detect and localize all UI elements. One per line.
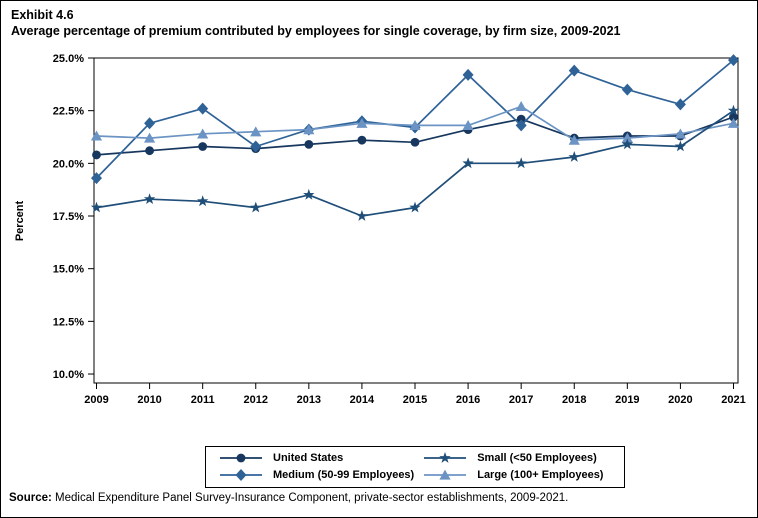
triangle-data-point-marker [439, 469, 451, 480]
circle-data-point-marker [304, 139, 314, 149]
y-axis-tick-label: 12.5% [53, 316, 84, 328]
y-axis-tick-label: 15.0% [53, 264, 84, 276]
triangle-data-point-marker [303, 124, 315, 135]
triangle-data-point-marker [250, 126, 262, 137]
line-chart: 10.0% 12.5% 15.0% 17.5% 20.0% 22.5% 25.0% 2009 2… [14, 53, 746, 406]
triangle-data-point-marker [568, 134, 580, 145]
legend-label: Medium (50-99 Employees) [273, 469, 415, 481]
diamond-data-point-marker [462, 68, 474, 81]
star-data-point-marker [197, 195, 209, 207]
star-data-point-marker [568, 151, 580, 162]
chart-title: Average percentage of premium contribute… [11, 24, 621, 38]
x-axis-tick-label: 2019 [615, 394, 639, 406]
y-axis-tick-label: 17.5% [53, 211, 84, 223]
x-axis-tick-label: 2013 [297, 394, 321, 406]
circle-data-point-marker [92, 150, 101, 160]
plot-frame [93, 57, 739, 384]
star-data-point-marker [674, 140, 687, 152]
triangle-data-point-marker [197, 128, 209, 139]
exhibit-label: Exhibit 4.6 [11, 8, 74, 22]
star-data-point-marker [727, 104, 740, 116]
star-data-point-marker [515, 157, 527, 169]
diamond-data-point-marker [728, 54, 739, 67]
star-data-point-marker [90, 201, 103, 213]
triangle-data-point-marker [90, 130, 103, 141]
triangle-marker-icon [424, 469, 467, 480]
legend-label: Large (100+ Employees) [477, 469, 604, 481]
circle-data-point-marker [729, 112, 738, 122]
legend: United States Small (<50 Employees) Medi… [205, 446, 625, 488]
star-data-point-marker [143, 193, 156, 204]
diamond-data-point-marker [621, 83, 633, 96]
circle-data-point-marker [357, 135, 367, 145]
y-axis-title: Percent [14, 200, 26, 241]
star-data-point-marker [462, 157, 474, 169]
series-diamond [91, 54, 739, 185]
triangle-data-point-marker [409, 120, 421, 131]
diamond-data-point-marker [515, 119, 527, 132]
triangle-data-point-marker [621, 132, 633, 143]
diamond-data-point-marker [568, 64, 580, 77]
legend-item-medium: Medium (50-99 Employees) [218, 467, 414, 483]
x-axis-tick-label: 2015 [403, 394, 427, 406]
circle-data-point-marker [198, 142, 208, 151]
y-axis-tick-label: 25.0% [53, 53, 84, 65]
x-axis-tick-label: 2014 [350, 394, 375, 406]
circle-data-point-marker [236, 453, 246, 463]
x-axis-tick-label: 2018 [562, 394, 586, 406]
triangle-data-point-marker [356, 117, 368, 128]
legend-item-united-states: United States [218, 450, 414, 466]
circle-data-point-marker [145, 146, 154, 156]
source-label: Source: [9, 492, 52, 504]
triangle-data-point-marker [462, 120, 474, 131]
x-axis-tick-label: 2017 [509, 394, 533, 406]
star-data-point-marker [250, 201, 262, 213]
x-axis-tick-label: 2010 [137, 394, 161, 406]
source-note: Source: Medical Expenditure Panel Survey… [9, 492, 568, 504]
series-star [90, 104, 740, 221]
series-triangle [90, 101, 740, 145]
triangle-data-point-marker [727, 117, 740, 128]
circle-data-point-marker [410, 137, 420, 147]
legend-label: Small (<50 Employees) [477, 452, 597, 464]
triangle-data-point-marker [515, 101, 527, 112]
legend-item-small: Small (<50 Employees) [422, 450, 614, 466]
source-text: Medical Expenditure Panel Survey-Insuran… [51, 492, 569, 504]
star-data-point-marker [356, 210, 368, 221]
circle-marker-icon [220, 453, 262, 463]
circle-data-point-marker [516, 114, 526, 124]
title-block: Exhibit 4.6 Average percentage of premiu… [11, 7, 620, 39]
diamond-data-point-marker [235, 469, 247, 481]
series-circle [92, 112, 738, 160]
star-marker-icon [424, 452, 467, 463]
star-data-point-marker [303, 188, 315, 200]
diamond-data-point-marker [144, 117, 156, 130]
diamond-data-point-marker [674, 98, 686, 111]
diamond-data-point-marker [91, 172, 102, 185]
triangle-data-point-marker [143, 132, 156, 143]
legend-label: United States [273, 452, 344, 464]
x-axis-tick-label: 2020 [668, 394, 692, 406]
x-axis-tick-label: 2021 [721, 394, 745, 406]
triangle-data-point-marker [674, 128, 687, 139]
diamond-marker-icon [220, 469, 262, 481]
y-axis-tick-label: 20.0% [53, 158, 84, 170]
series-line [95, 59, 735, 179]
x-axis-tick-label: 2012 [244, 394, 268, 406]
y-axis-tick-label: 22.5% [53, 106, 84, 118]
star-data-point-marker [409, 201, 421, 213]
x-axis-tick-label: 2016 [456, 394, 480, 406]
star-data-point-marker [439, 452, 451, 463]
x-axis-tick-label: 2011 [191, 394, 215, 406]
diamond-data-point-marker [250, 140, 262, 153]
legend-item-large: Large (100+ Employees) [422, 467, 614, 483]
star-data-point-marker [621, 138, 633, 150]
y-axis-tick-label: 10.0% [53, 369, 84, 381]
x-axis-tick-label: 2009 [84, 394, 108, 406]
diamond-data-point-marker [197, 102, 209, 115]
